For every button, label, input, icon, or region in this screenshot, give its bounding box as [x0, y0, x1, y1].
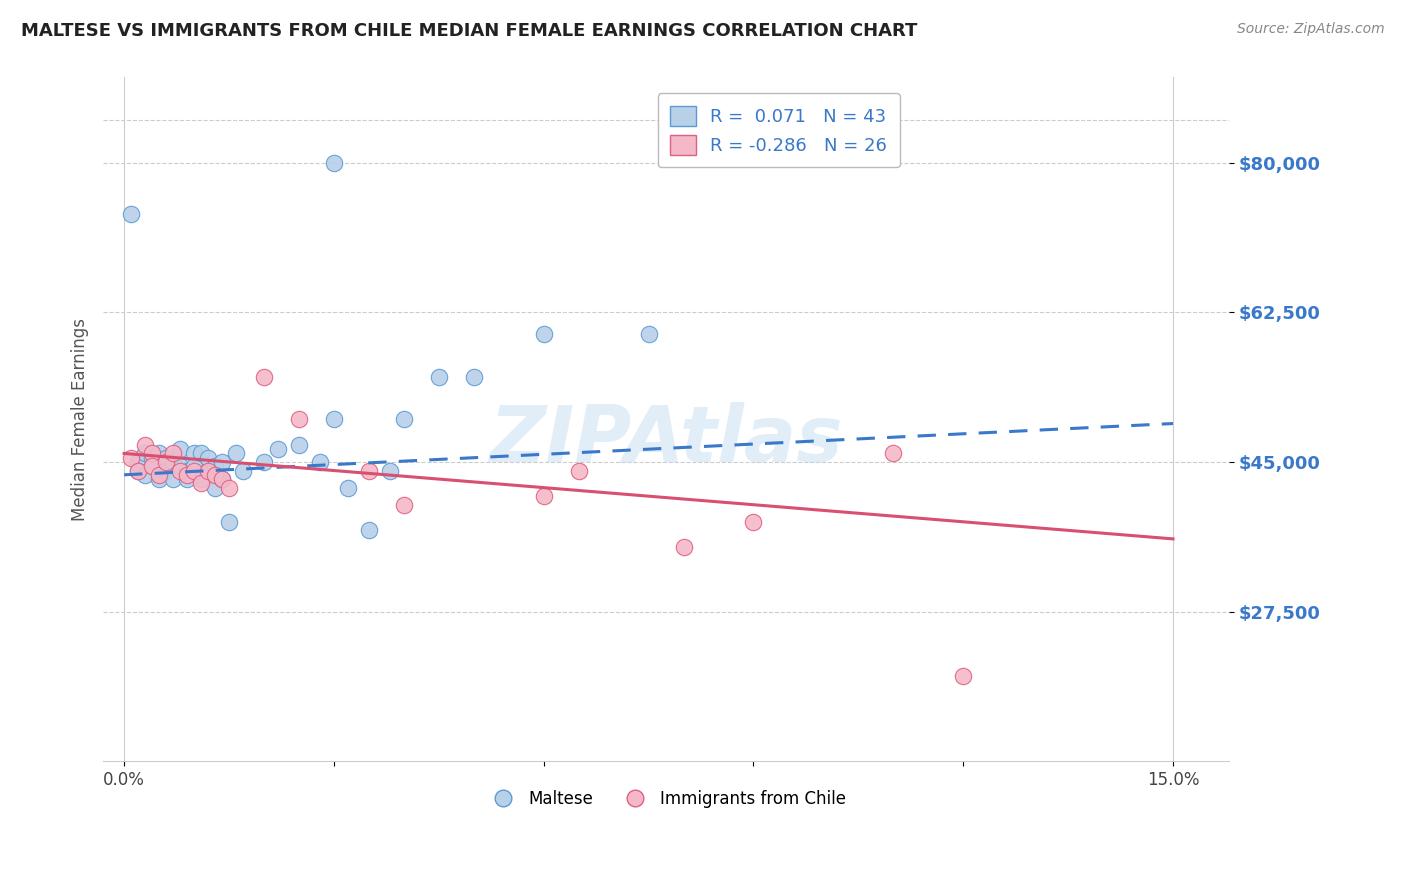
Point	[190, 476, 212, 491]
Point	[155, 455, 177, 469]
Point	[197, 464, 219, 478]
Point	[134, 467, 156, 482]
Point	[134, 446, 156, 460]
Point	[357, 524, 380, 538]
Point	[148, 446, 170, 460]
Legend: Maltese, Immigrants from Chile: Maltese, Immigrants from Chile	[479, 783, 852, 814]
Point	[127, 455, 149, 469]
Point	[952, 668, 974, 682]
Point	[169, 459, 191, 474]
Point	[183, 459, 205, 474]
Point	[392, 412, 415, 426]
Point	[463, 369, 485, 384]
Point	[378, 464, 401, 478]
Point	[169, 442, 191, 457]
Point	[204, 467, 226, 482]
Point	[637, 326, 659, 341]
Point	[427, 369, 450, 384]
Point	[533, 326, 555, 341]
Point	[322, 412, 344, 426]
Point	[336, 481, 359, 495]
Point	[141, 446, 163, 460]
Point	[162, 446, 184, 460]
Point	[253, 369, 276, 384]
Point	[288, 412, 311, 426]
Point	[309, 455, 332, 469]
Point	[211, 472, 233, 486]
Point	[197, 450, 219, 465]
Point	[357, 464, 380, 478]
Point	[141, 459, 163, 474]
Point	[267, 442, 290, 457]
Point	[218, 481, 240, 495]
Point	[148, 467, 170, 482]
Point	[190, 446, 212, 460]
Point	[322, 156, 344, 170]
Point	[176, 472, 198, 486]
Point	[882, 446, 904, 460]
Point	[162, 455, 184, 469]
Point	[218, 515, 240, 529]
Point	[533, 489, 555, 503]
Point	[155, 464, 177, 478]
Point	[176, 467, 198, 482]
Point	[183, 464, 205, 478]
Point	[190, 472, 212, 486]
Point	[169, 464, 191, 478]
Point	[127, 464, 149, 478]
Text: Source: ZipAtlas.com: Source: ZipAtlas.com	[1237, 22, 1385, 37]
Point	[141, 450, 163, 465]
Point	[120, 450, 142, 465]
Point	[134, 438, 156, 452]
Point	[225, 446, 247, 460]
Y-axis label: Median Female Earnings: Median Female Earnings	[72, 318, 89, 521]
Point	[211, 455, 233, 469]
Point	[120, 207, 142, 221]
Point	[253, 455, 276, 469]
Point	[155, 450, 177, 465]
Point	[204, 459, 226, 474]
Point	[162, 472, 184, 486]
Point	[672, 541, 695, 555]
Text: MALTESE VS IMMIGRANTS FROM CHILE MEDIAN FEMALE EARNINGS CORRELATION CHART: MALTESE VS IMMIGRANTS FROM CHILE MEDIAN …	[21, 22, 918, 40]
Point	[127, 464, 149, 478]
Point	[183, 446, 205, 460]
Point	[148, 472, 170, 486]
Point	[141, 459, 163, 474]
Point	[204, 481, 226, 495]
Point	[197, 464, 219, 478]
Point	[232, 464, 254, 478]
Point	[568, 464, 591, 478]
Point	[211, 472, 233, 486]
Text: ZIPAtlas: ZIPAtlas	[489, 401, 842, 478]
Point	[288, 438, 311, 452]
Point	[392, 498, 415, 512]
Point	[742, 515, 765, 529]
Point	[176, 464, 198, 478]
